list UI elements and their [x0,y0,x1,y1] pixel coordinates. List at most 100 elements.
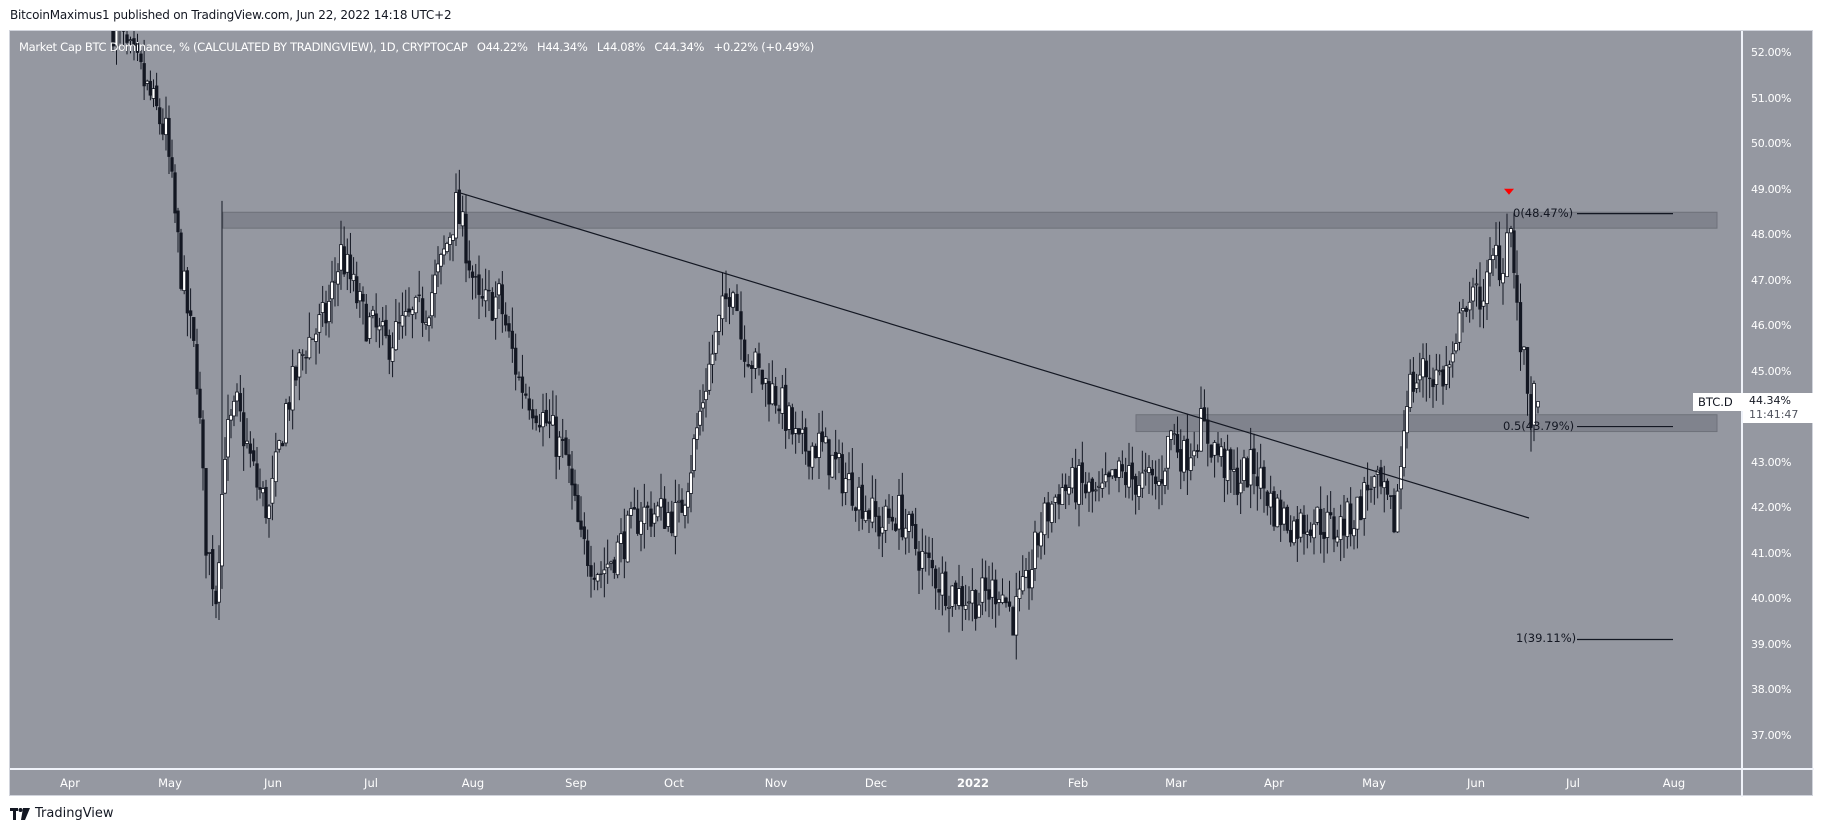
x-tick-label: Sep [565,776,587,790]
candle-bearish [579,520,583,530]
candle-bullish [793,428,798,434]
candle-bullish [454,192,458,239]
candle-bearish [739,311,743,340]
candle-bearish [1084,484,1088,494]
candle-bearish [1090,478,1094,492]
candle-bearish [930,559,934,569]
candle-bullish [393,321,398,351]
candle-bullish [963,604,968,610]
candle-bullish [817,432,821,458]
candle-bullish [1485,271,1489,304]
candle-bearish [1329,512,1333,516]
bar-countdown: 11:41:47 [1749,408,1799,421]
y-tick-label: 41.00% [1751,546,1792,560]
candle-bearish [662,498,667,529]
candle-bullish [1454,343,1458,352]
candle-bullish [843,478,848,493]
candle-bearish [877,515,881,537]
candle-bearish [742,339,747,362]
candle-bearish [1120,464,1124,472]
candle-bearish [760,369,764,385]
candle-bullish [1033,531,1037,569]
candle-bullish [460,211,465,227]
candle-bullish [967,601,971,604]
candle-bullish [707,363,712,391]
candle-bearish [1302,514,1306,534]
chart-legend: Market Cap BTC Dominance, % (CALCULATED … [19,40,820,54]
candle-bearish [514,347,518,375]
candle-bearish [1431,379,1435,388]
candle-bearish [517,376,521,378]
candle-bullish [290,366,295,411]
candle-bullish [442,248,446,256]
time-axis-divider[interactable] [10,768,1814,770]
candle-bullish [1000,594,1005,603]
x-tick-label: 2022 [956,776,990,790]
tradingview-logo-icon [10,807,30,820]
candle-bearish [1216,443,1220,456]
candle-bullish [837,452,841,458]
candle-bullish [1509,228,1513,234]
candle-bullish [1192,450,1197,457]
x-tick-label: Aug [1662,776,1686,790]
candle-bullish [659,498,663,508]
chart-frame[interactable]: Market Cap BTC Dominance, % (CALCULATED … [9,30,1815,797]
candle-bearish [185,270,190,314]
candle-bullish [1491,254,1495,261]
price-axis-divider[interactable] [1741,31,1743,797]
candle-bullish [629,508,633,516]
candle-bullish [1292,520,1296,544]
y-tick-label: 50.00% [1751,137,1792,150]
candle-bearish [735,293,739,312]
candle-bullish [1014,596,1019,636]
candle-bullish [400,315,405,327]
candle-bullish [686,491,690,508]
candle-bearish [287,402,291,410]
candle-bullish [704,390,708,401]
resistance-zone [222,211,1718,229]
candle-bearish [531,409,535,419]
candle-bearish [834,451,838,460]
candle-bearish [1011,607,1015,636]
candle-bullish [642,506,647,524]
candle-bearish [161,123,165,135]
candle-bullish [1042,502,1047,536]
candle-bullish [897,495,901,530]
candle-bullish [1450,353,1455,363]
candle-bullish [1140,472,1145,489]
candle-bearish [470,271,475,278]
candle-bearish [201,419,205,469]
candlestick-chart[interactable] [10,31,1814,797]
candle-bearish [814,445,818,459]
fib-label-1: 0.5(43.79%) [1503,418,1575,433]
x-tick-label: Feb [1067,776,1089,790]
candle-bearish [867,510,871,519]
candle-bearish [170,157,174,172]
candle-bullish [907,514,911,532]
candle-bullish [182,270,187,292]
tradingview-footer: TradingView [10,806,114,821]
candle-bearish [1441,369,1445,387]
candle-bullish [880,526,885,534]
candle-bullish [235,391,239,402]
candle-bullish [1067,487,1071,495]
candle-bearish [1428,377,1432,380]
candle-bearish [1235,467,1239,495]
candle-bullish [1345,501,1350,537]
plot-area[interactable] [111,31,1718,660]
candle-bearish [480,296,484,299]
x-tick-label: Jul [1566,776,1580,790]
candle-bullish [390,347,395,362]
candle-bearish [188,310,193,316]
candle-bearish [757,353,761,368]
candle-bullish [977,604,981,618]
candle-bullish [1536,401,1540,408]
candle-bearish [670,511,674,534]
candle-bullish [1212,442,1217,456]
candle-bullish [164,117,168,136]
candle-bullish [619,533,623,544]
candle-bearish [1175,434,1180,453]
candle-bullish [1137,485,1141,497]
candle-bearish [135,42,140,53]
candle-bullish [345,253,350,273]
